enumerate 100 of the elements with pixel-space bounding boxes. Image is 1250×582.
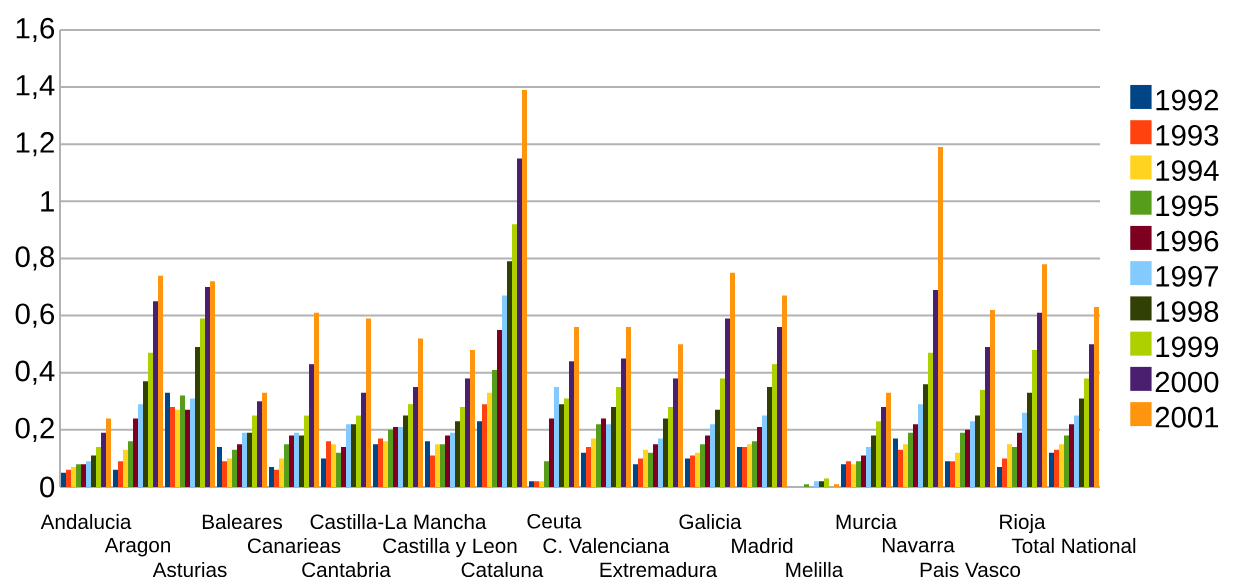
bar [512,224,518,487]
y-tick-label: 1,2 [16,132,54,157]
bar [106,418,112,487]
bar [408,404,414,487]
x-tick-label: Asturias [152,561,227,578]
bar [539,481,545,487]
bar [138,404,144,487]
bar [950,461,955,487]
legend-label: 1999 [1156,336,1219,358]
bar [346,424,352,487]
bar [321,458,327,487]
bar [569,361,574,487]
bar [86,461,92,487]
bar [123,449,129,487]
x-tick-label: Andalucia [40,513,132,530]
bar [705,435,710,487]
bar [742,447,747,487]
bar [908,432,913,487]
bar [242,432,248,487]
bar [502,295,508,487]
bar [1064,435,1069,487]
legend-label: 1996 [1156,230,1219,252]
bar [834,484,839,487]
bar [715,409,720,487]
bar [284,444,290,487]
bar [777,327,782,487]
bar [450,432,456,487]
bar [648,452,653,487]
bar [336,452,342,487]
bar [1084,378,1089,487]
y-tick-label: 1,4 [16,75,55,100]
bar [638,458,643,487]
bar [814,481,819,487]
bar [960,432,965,487]
bar [606,424,612,487]
bar [1069,424,1074,487]
bar [678,344,683,487]
bar [497,329,503,487]
x-tick-label: Cataluna [461,561,544,578]
bar [881,407,886,487]
bar [658,438,664,487]
bar [66,469,72,487]
bar [413,387,419,487]
bar [269,466,275,487]
bar [673,378,678,487]
bar [383,441,389,487]
bar [841,464,846,487]
bar [1022,412,1027,487]
bar [61,472,67,487]
bar [227,458,233,487]
bar [487,392,493,487]
bar [522,89,528,487]
bar [289,435,295,487]
bar [460,407,466,487]
bar [757,427,762,487]
bar [1032,349,1037,487]
bar [304,415,310,487]
bar [1027,392,1032,487]
bar [465,378,471,487]
bar [71,466,77,487]
y-tick-label: 0,4 [15,360,55,385]
x-tick-label: Castilla y Leon [383,537,517,558]
bar [361,392,367,487]
bar [903,444,908,487]
bar [621,358,626,487]
bar [997,466,1002,487]
bar [871,435,876,487]
bar [846,461,851,487]
bar [616,387,622,487]
bar [668,407,674,487]
x-tick-label: Melilla [786,561,844,578]
bar [76,464,82,487]
bar [96,447,102,487]
bar [440,444,446,487]
bar [554,387,560,487]
bar [586,447,591,487]
bar [257,401,263,487]
bar [101,432,107,487]
bar [366,318,372,487]
bar [165,392,171,487]
bar [378,438,384,487]
bar [985,347,990,487]
bar [611,407,616,487]
bar [205,287,211,487]
y-tick-label: 0,6 [15,303,55,328]
bar [279,458,285,487]
bar [81,464,87,487]
bar [690,455,695,487]
bar [118,461,124,487]
bar [356,415,362,487]
bar [309,364,315,487]
bar [938,147,943,487]
bar [314,312,320,487]
bar [928,352,933,487]
bar [549,418,555,487]
y-tick-label: 1 [41,191,54,212]
bar [492,369,497,487]
bar [534,481,539,487]
x-tick-label: Extremadura [600,561,718,578]
legend-label: 1993 [1156,124,1219,146]
